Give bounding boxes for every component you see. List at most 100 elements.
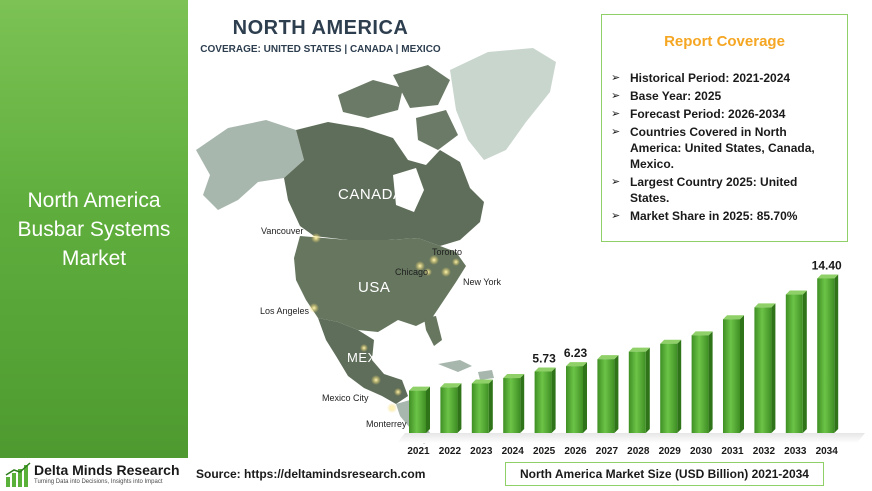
bar-2021 <box>409 386 430 433</box>
bar-top <box>754 303 776 308</box>
bar-front <box>440 387 458 433</box>
bar-top <box>817 274 839 279</box>
bar-top <box>409 386 430 391</box>
bar-front <box>660 343 678 433</box>
bar-front <box>409 390 426 433</box>
bar-2022 <box>440 383 462 433</box>
x-tick-label: 2027 <box>596 446 619 457</box>
bar-2027 <box>597 355 619 433</box>
bar-top <box>503 374 525 379</box>
bar-front <box>691 335 709 433</box>
bar-top <box>723 315 744 320</box>
coverage-item: Largest Country 2025: United States. <box>611 174 839 206</box>
city-monterrey: Monterrey <box>366 419 407 429</box>
x-tick-label: 2021 <box>407 446 430 457</box>
coverage-item: Base Year: 2025 <box>611 88 839 104</box>
city-chicago: Chicago <box>395 267 429 277</box>
florida-shape <box>424 316 442 346</box>
city-los-angeles: Los Angeles <box>260 306 310 316</box>
x-tick-label: 2033 <box>784 446 807 457</box>
bar-2023 <box>471 379 493 433</box>
x-tick-label: 2030 <box>690 446 713 457</box>
chart-unit-label: North America Market Size (USD Billion) … <box>505 462 824 486</box>
bar-front <box>628 351 646 433</box>
bar-2024 <box>503 374 525 433</box>
bar-top <box>440 383 462 388</box>
bar-2025 <box>534 367 556 433</box>
logo: Delta Minds Research Turning Data into D… <box>0 458 188 491</box>
bar-2032 <box>754 303 776 433</box>
x-tick-label: 2024 <box>502 446 525 457</box>
bar-side <box>771 303 776 433</box>
x-tick-label: 2029 <box>659 446 682 457</box>
x-tick-label: 2025 <box>533 446 556 457</box>
bar-top <box>628 347 650 352</box>
bar-2034 <box>817 274 839 433</box>
hispaniola-shape <box>478 370 494 380</box>
bar-2030 <box>691 331 713 433</box>
source-text: Source: https://deltamindsresearch.com <box>196 467 426 481</box>
bar-top <box>691 331 713 336</box>
city-toronto: Toronto <box>432 247 463 257</box>
bar-2031 <box>723 315 744 433</box>
data-label: 14.40 <box>812 258 842 272</box>
bar-top <box>471 379 493 384</box>
market-size-bar-chart: 2021 2022 2023 2024 2025 5.73 2026 6.23 2027 2028… <box>397 258 865 457</box>
x-tick-label: 2028 <box>627 446 650 457</box>
bar-front <box>723 319 740 433</box>
north-america-map <box>196 48 556 444</box>
coverage-item: Market Share in 2025: 85.70% <box>611 208 839 224</box>
bar-top <box>597 355 619 360</box>
x-tick-label: 2032 <box>753 446 776 457</box>
bar-front <box>503 378 521 433</box>
x-tick-label: 2034 <box>816 446 839 457</box>
coverage-item: Forecast Period: 2026-2034 <box>611 106 839 122</box>
greenland-shape <box>450 48 556 160</box>
bar-side <box>488 379 493 433</box>
coverage-item: Historical Period: 2021-2024 <box>611 70 839 86</box>
arctic-island-shape <box>393 65 450 108</box>
bar-side <box>645 347 650 433</box>
bar-front <box>534 371 552 433</box>
data-label: 6.23 <box>564 346 588 360</box>
bar-front <box>754 307 772 433</box>
country-mexico: MEXICO <box>347 350 402 365</box>
city-mexico-city: Mexico City <box>322 393 369 403</box>
bar-front <box>785 294 803 433</box>
city-lights <box>309 233 460 413</box>
bar-front <box>817 278 835 433</box>
bar-2028 <box>628 347 650 433</box>
bar-side <box>614 355 619 433</box>
chart-floor <box>397 433 865 443</box>
logo-tagline: Turning Data into Decisions, Insights in… <box>34 479 163 485</box>
bar-side <box>426 386 430 433</box>
bar-top <box>534 367 556 372</box>
bar-front <box>471 383 489 433</box>
x-tick-label: 2023 <box>470 446 493 457</box>
x-tick-label: 2031 <box>721 446 744 457</box>
cuba-shape <box>438 360 472 372</box>
arctic-island-shape <box>416 110 458 150</box>
bar-side <box>740 315 744 433</box>
bar-side <box>834 274 839 433</box>
map-coverage: COVERAGE: UNITED STATES | CANADA | MEXIC… <box>200 44 441 55</box>
bar-side <box>677 339 682 433</box>
hudson-bay-shape <box>393 168 424 212</box>
market-title: North America Busbar Systems Market <box>17 188 171 270</box>
x-tick-label: 2022 <box>439 446 462 457</box>
bar-top <box>660 339 682 344</box>
bar-2026 <box>566 362 587 433</box>
usa-shape <box>294 236 466 332</box>
logo-name: Delta Minds Research <box>34 462 180 478</box>
report-coverage-title: Report Coverage <box>664 33 785 50</box>
canada-shape <box>284 122 484 246</box>
report-coverage-box: Report Coverage Historical Period: 2021-… <box>601 14 848 242</box>
left-panel: North America Busbar Systems Market <box>0 0 188 458</box>
bar-side <box>551 367 556 433</box>
mexico-shape <box>318 318 408 404</box>
bar-front <box>597 359 615 433</box>
data-label: 5.73 <box>532 351 556 365</box>
coverage-item: Countries Covered in North America: Unit… <box>611 124 839 172</box>
bar-top <box>566 362 587 367</box>
bar-side <box>457 383 462 433</box>
